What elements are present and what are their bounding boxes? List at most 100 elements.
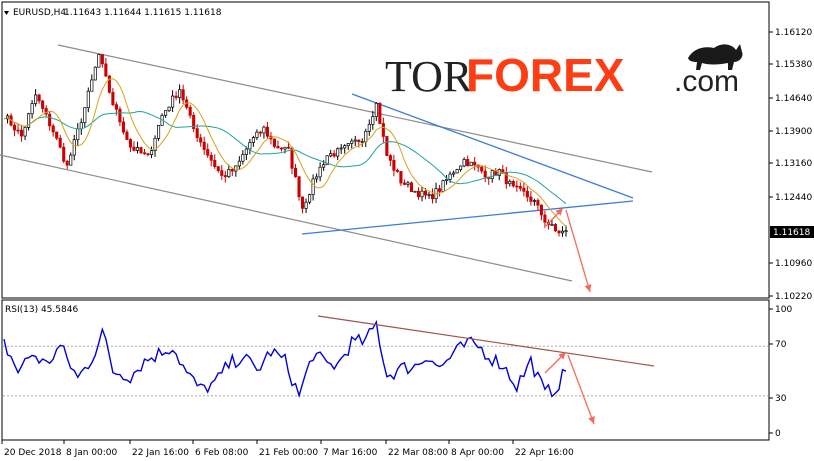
- candle-body: [560, 230, 565, 234]
- candle-body: [448, 173, 452, 180]
- candle: [293, 163, 298, 178]
- candle: [125, 129, 129, 140]
- candle: [30, 100, 34, 119]
- candle-body: [104, 63, 108, 77]
- candle-body: [518, 186, 522, 189]
- candle: [480, 165, 484, 174]
- candle: [308, 193, 312, 205]
- candle-body: [388, 155, 392, 161]
- candle: [318, 162, 322, 182]
- price-tick-label: 1.14640: [775, 94, 812, 104]
- candle-body: [30, 103, 34, 115]
- candle-body: [325, 155, 329, 166]
- candle: [560, 226, 565, 237]
- candle-body: [167, 106, 171, 111]
- chevron-down-icon: [4, 11, 9, 15]
- candle-body: [508, 181, 512, 185]
- candle-body: [114, 104, 118, 110]
- candle-body: [462, 159, 466, 167]
- candle-body: [430, 194, 435, 200]
- candle-body: [227, 169, 231, 178]
- candle-body: [501, 169, 505, 173]
- candle: [37, 93, 41, 104]
- candle-body: [346, 143, 350, 147]
- candle: [311, 174, 315, 201]
- price-tick-label: 1.13160: [775, 159, 812, 169]
- candle: [265, 121, 269, 139]
- candle-body: [16, 129, 20, 132]
- candle: [385, 136, 389, 157]
- candle-body: [536, 200, 540, 206]
- candle: [353, 135, 357, 147]
- candle-body: [420, 190, 424, 198]
- candle: [107, 75, 111, 94]
- candle-body: [304, 201, 308, 209]
- bull-icon: [688, 44, 743, 70]
- candle-body: [483, 170, 487, 178]
- candle-body: [423, 190, 428, 196]
- candle: [111, 88, 115, 107]
- candle-body: [51, 125, 55, 133]
- candle: [374, 102, 378, 122]
- time-tick-label: 20 Dec 2018: [4, 448, 62, 458]
- candle: [188, 104, 192, 119]
- candle: [459, 165, 463, 172]
- candle-body: [392, 159, 396, 171]
- candle-body: [301, 196, 305, 209]
- candle: [178, 84, 182, 104]
- candle-body: [490, 170, 494, 180]
- candle-body: [374, 102, 378, 117]
- candle: [248, 138, 252, 155]
- candle-body: [452, 172, 456, 175]
- candle-body: [402, 182, 406, 185]
- triangle-upper-line: [351, 93, 634, 199]
- candle: [279, 147, 284, 152]
- arrow-shaft: [567, 354, 595, 425]
- arrow-head: [555, 208, 563, 216]
- rsi-tick-label: 0: [775, 429, 781, 439]
- candle-body: [181, 89, 185, 101]
- candle-body: [297, 176, 301, 198]
- candle: [255, 129, 259, 141]
- candle-body: [93, 66, 97, 81]
- candle: [469, 161, 473, 167]
- candle-body: [178, 89, 182, 98]
- ma-slow-line: [3, 110, 567, 205]
- candle-body: [258, 131, 262, 134]
- candle: [301, 196, 305, 214]
- candle-body: [339, 147, 343, 150]
- candle: [522, 182, 526, 197]
- candle: [445, 174, 449, 185]
- candle: [195, 124, 199, 142]
- candle: [153, 135, 157, 157]
- candle-body: [248, 142, 252, 150]
- candle: [20, 124, 24, 142]
- candle-body: [237, 160, 241, 167]
- time-tick-label: 22 Apr 16:00: [515, 448, 574, 458]
- candle: [283, 146, 287, 154]
- candle: [395, 168, 399, 173]
- candle-body: [62, 146, 66, 162]
- arrow-head: [584, 284, 592, 292]
- candle-body: [20, 129, 24, 137]
- candle: [93, 66, 97, 81]
- candle-body: [44, 108, 48, 115]
- candle: [430, 188, 435, 204]
- candle-body: [290, 147, 294, 169]
- rsi-trend-line: [317, 315, 655, 367]
- candle-body: [308, 194, 312, 203]
- candle: [336, 147, 340, 161]
- current-price-badge: [770, 226, 814, 238]
- candle: [339, 144, 343, 154]
- candle-body: [276, 146, 280, 149]
- candle: [164, 110, 168, 118]
- candle-body: [86, 90, 90, 109]
- candle: [44, 105, 48, 118]
- candle-body: [539, 204, 543, 216]
- candle-body: [230, 169, 234, 172]
- candle: [167, 106, 171, 113]
- candle-body: [234, 165, 238, 172]
- candle-body: [41, 100, 45, 109]
- candle-body: [381, 123, 385, 137]
- candle-body: [223, 175, 227, 178]
